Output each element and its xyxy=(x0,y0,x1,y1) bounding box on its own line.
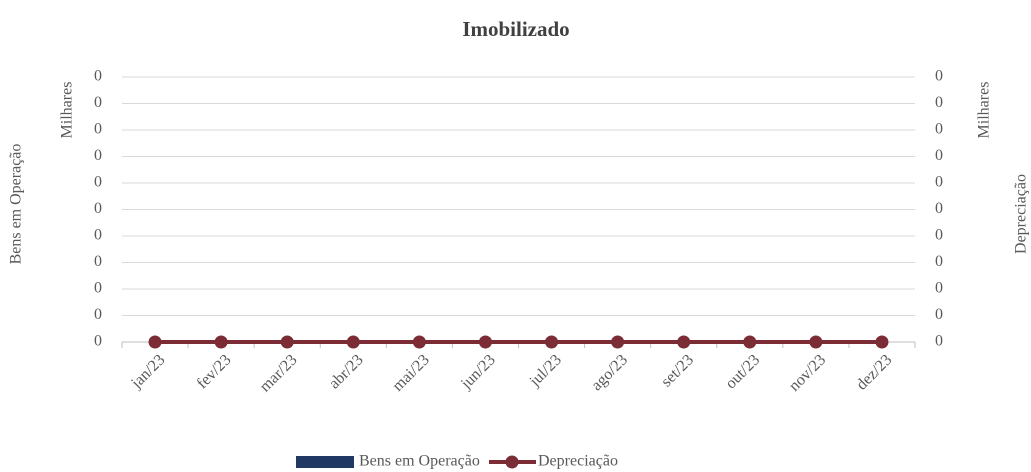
line-marker xyxy=(412,335,426,349)
x-tick-label: ago/23 xyxy=(588,351,631,394)
y-tick-label: 0 xyxy=(94,280,102,297)
x-tick-label: abr/23 xyxy=(326,351,367,392)
y-tick-label: 0 xyxy=(94,121,102,138)
y-tick-label: 0 xyxy=(94,227,102,244)
line-marker xyxy=(545,335,559,349)
y-tick-label: 0 xyxy=(94,200,102,217)
y2-tick-label: 0 xyxy=(935,227,943,244)
y2-tick-label: 0 xyxy=(935,253,943,270)
x-tick-label: jan/23 xyxy=(127,351,168,392)
x-tick-label: set/23 xyxy=(658,351,697,390)
y-tick-label: 0 xyxy=(94,253,102,270)
y2-tick-label: 0 xyxy=(935,174,943,191)
line-marker xyxy=(148,335,162,349)
y2-tick-label: 0 xyxy=(935,306,943,323)
y2-tick-label: 0 xyxy=(935,94,943,111)
x-tick-label: fev/23 xyxy=(194,351,235,392)
y-tick-label: 0 xyxy=(94,147,102,164)
y-display-unit: Milhares xyxy=(59,82,76,139)
legend-marker xyxy=(505,455,519,469)
x-tick-label: jul/23 xyxy=(526,351,565,390)
x-tick-label: nov/23 xyxy=(786,351,829,394)
line-marker xyxy=(611,335,625,349)
line-marker xyxy=(875,335,889,349)
y2-axis-title: Depreciação xyxy=(1013,174,1030,254)
x-tick-label: mar/23 xyxy=(257,351,301,395)
y2-display-unit: Milhares xyxy=(976,82,993,139)
y-axis-title: Bens em Operação xyxy=(8,144,25,265)
y2-tick-label: 0 xyxy=(935,200,943,217)
line-marker xyxy=(809,335,823,349)
legend-label: Bens em Operação xyxy=(359,453,480,470)
y-tick-label: 0 xyxy=(94,306,102,323)
y-tick-label: 0 xyxy=(94,174,102,191)
y2-tick-label: 0 xyxy=(935,147,943,164)
y2-tick-label: 0 xyxy=(935,121,943,138)
line-marker xyxy=(214,335,228,349)
y-tick-label: 0 xyxy=(94,333,102,350)
line-marker xyxy=(478,335,492,349)
y2-tick-label: 0 xyxy=(935,280,943,297)
x-tick-label: out/23 xyxy=(722,351,763,392)
x-tick-label: dez/23 xyxy=(853,351,895,393)
line-marker xyxy=(677,335,691,349)
x-tick-label: jun/23 xyxy=(457,351,499,393)
legend-swatch xyxy=(296,456,354,468)
y2-tick-label: 0 xyxy=(935,68,943,85)
y2-tick-label: 0 xyxy=(935,333,943,350)
line-marker xyxy=(280,335,294,349)
y-tick-label: 0 xyxy=(94,94,102,111)
legend-label: Depreciação xyxy=(538,453,618,470)
x-tick-label: mai/23 xyxy=(389,351,432,394)
y-tick-label: 0 xyxy=(94,68,102,85)
line-marker xyxy=(346,335,360,349)
line-marker xyxy=(743,335,757,349)
chart-title: Imobilizado xyxy=(462,17,569,41)
